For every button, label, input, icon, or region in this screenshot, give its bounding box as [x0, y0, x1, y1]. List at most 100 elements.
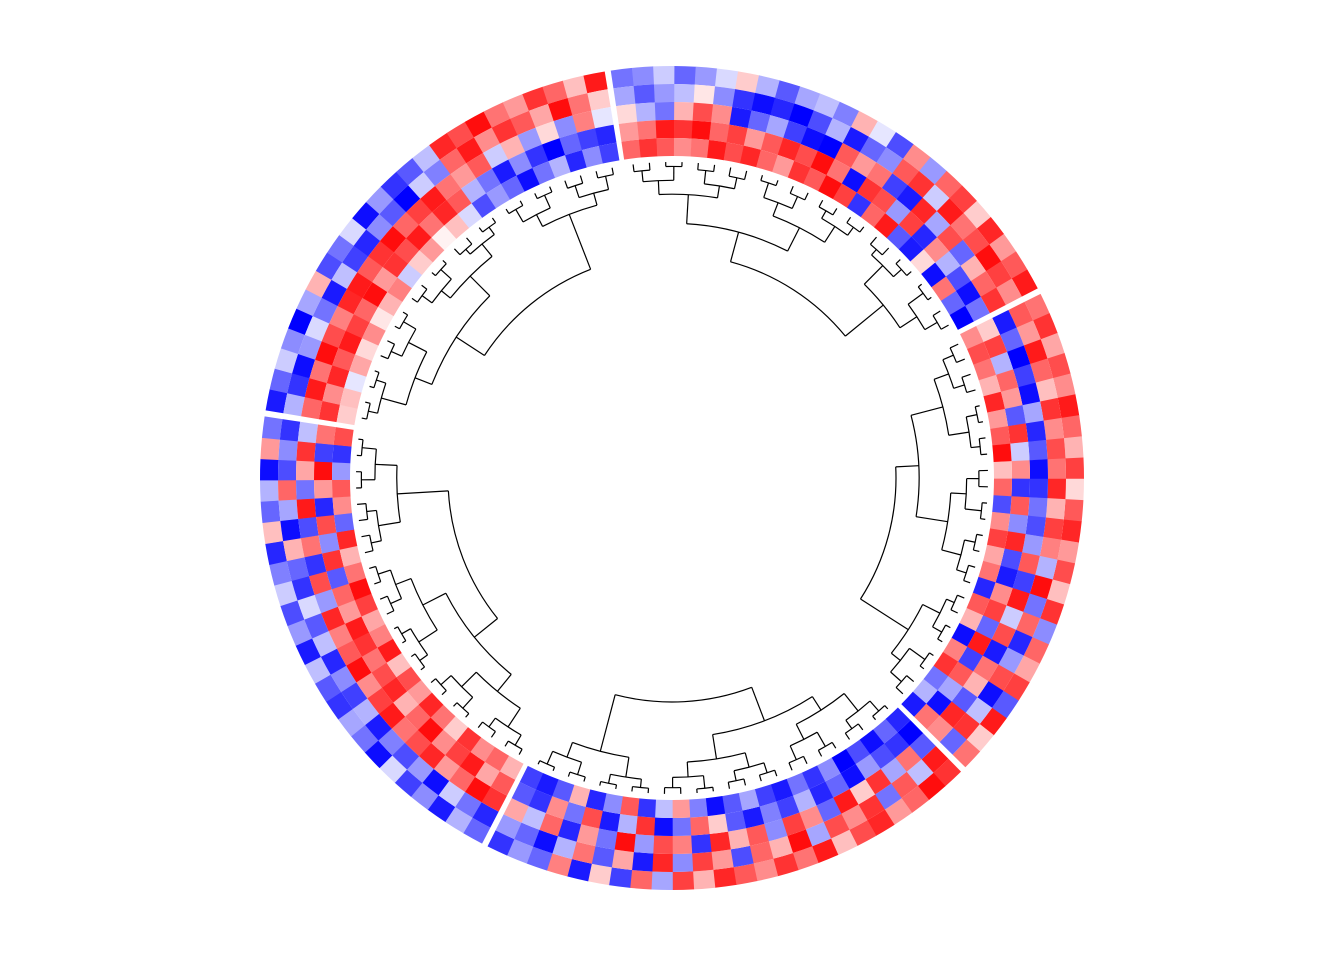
heatmap-cell: [763, 818, 788, 842]
dendrogram-branch: [728, 175, 745, 181]
heatmap-cell: [304, 315, 330, 342]
heatmap-cell: [353, 229, 381, 257]
heatmap-cell: [602, 793, 623, 815]
heatmap-cell: [1008, 301, 1034, 328]
heatmap-cell: [567, 93, 592, 116]
dendrogram-branch: [672, 775, 704, 778]
heatmap-cell: [344, 616, 370, 641]
heatmap-cell: [826, 159, 852, 184]
dendrogram-branch: [712, 696, 813, 736]
dendrogram-branch: [465, 713, 470, 718]
heatmap-cell: [965, 296, 990, 322]
dendrogram-branch: [410, 653, 416, 658]
dendrogram-branch: [414, 653, 426, 668]
dendrogram-branch: [774, 769, 778, 777]
heatmap-cell: [993, 461, 1013, 479]
heatmap-cell: [951, 623, 976, 647]
heatmap-cell: [1016, 320, 1041, 346]
heatmap-cell: [653, 66, 675, 85]
heatmap-cell: [957, 646, 983, 672]
heatmap-cell: [735, 71, 760, 93]
dendrogram-branch: [371, 540, 382, 544]
heatmap-cell: [260, 479, 279, 502]
heatmap-cell: [924, 211, 951, 238]
heatmap-cell: [433, 754, 460, 781]
heatmap-cell: [749, 841, 774, 864]
heatmap-cell: [491, 118, 518, 144]
dendrogram-branch: [378, 521, 401, 527]
heatmap-cell: [330, 665, 357, 693]
heatmap-cell: [325, 691, 353, 720]
heatmap-cell: [553, 115, 578, 139]
heatmap-cell: [487, 830, 515, 856]
dendrogram-branch: [473, 618, 498, 638]
dendrogram-branch: [703, 170, 707, 184]
heatmap-cell: [314, 442, 334, 463]
heatmap-cell: [495, 814, 522, 840]
dendrogram-branch: [449, 255, 493, 299]
heatmap-cell: [1022, 534, 1044, 557]
heatmap-cell: [1065, 478, 1084, 501]
heatmap-cell: [591, 846, 615, 868]
dendrogram-branch: [733, 770, 737, 781]
heatmap-cell: [951, 686, 978, 713]
dendrogram-branch: [543, 194, 551, 209]
dendrogram-branch: [907, 292, 924, 305]
heatmap-cell: [332, 347, 356, 372]
dendrogram-branch: [895, 465, 919, 468]
dendrogram-branch: [979, 502, 983, 519]
heatmap-cell: [768, 835, 794, 859]
heatmap-cell: [439, 147, 467, 175]
dendrogram-branch: [564, 180, 569, 189]
dendrogram-branch: [704, 183, 735, 190]
heatmap-cell: [1032, 618, 1058, 645]
heatmap-cell: [1023, 637, 1049, 664]
dendrogram-branch: [440, 675, 452, 686]
heatmap-cell: [1033, 313, 1058, 340]
heatmap-cell: [631, 66, 655, 86]
dendrogram-branch: [633, 169, 650, 173]
dendrogram-branch: [579, 175, 584, 184]
dendrogram-branch: [760, 179, 777, 187]
heatmap-cell: [652, 835, 673, 855]
heatmap-cell: [939, 701, 966, 728]
dendrogram-branch: [744, 752, 750, 768]
heatmap-cell: [408, 171, 436, 199]
dendrogram-branch: [488, 717, 496, 728]
dendrogram-branch: [507, 707, 521, 728]
dendrogram-branch: [953, 384, 965, 389]
heatmap-cell: [298, 334, 322, 360]
heatmap-cell: [333, 427, 354, 447]
heatmap-cell: [705, 796, 726, 817]
dendrogram-branch: [811, 696, 822, 711]
dendrogram-branch: [869, 700, 880, 712]
heatmap-cell: [563, 801, 586, 825]
heatmap-cell: [988, 664, 1015, 692]
heatmap-cell: [654, 102, 675, 121]
heatmap-cell: [352, 632, 378, 657]
heatmap-cell: [783, 120, 808, 145]
heatmap-cell: [723, 142, 745, 164]
heatmap-cell: [629, 869, 653, 890]
heatmap-cell: [368, 240, 395, 267]
heatmap-cell: [616, 103, 638, 124]
dendrogram-branch: [369, 535, 374, 551]
heatmap-cell: [548, 155, 571, 178]
heatmap-cell: [940, 290, 966, 316]
dendrogram-branch: [495, 717, 522, 736]
heatmap-cell: [672, 799, 691, 818]
dendrogram-branch: [411, 297, 418, 303]
heatmap-cell: [535, 772, 559, 797]
dendrogram-branch: [970, 446, 981, 449]
heatmap-cell: [364, 740, 393, 769]
heatmap-cell: [377, 638, 402, 663]
heatmap-cell: [840, 764, 866, 790]
heatmap-cell: [304, 553, 327, 577]
heatmap-cell: [567, 859, 592, 882]
heatmap-cell: [446, 121, 475, 149]
heatmap-cell: [816, 797, 842, 823]
heatmap-cell: [346, 272, 373, 298]
heatmap-cell: [274, 348, 299, 374]
dendrogram-branch: [362, 447, 377, 450]
